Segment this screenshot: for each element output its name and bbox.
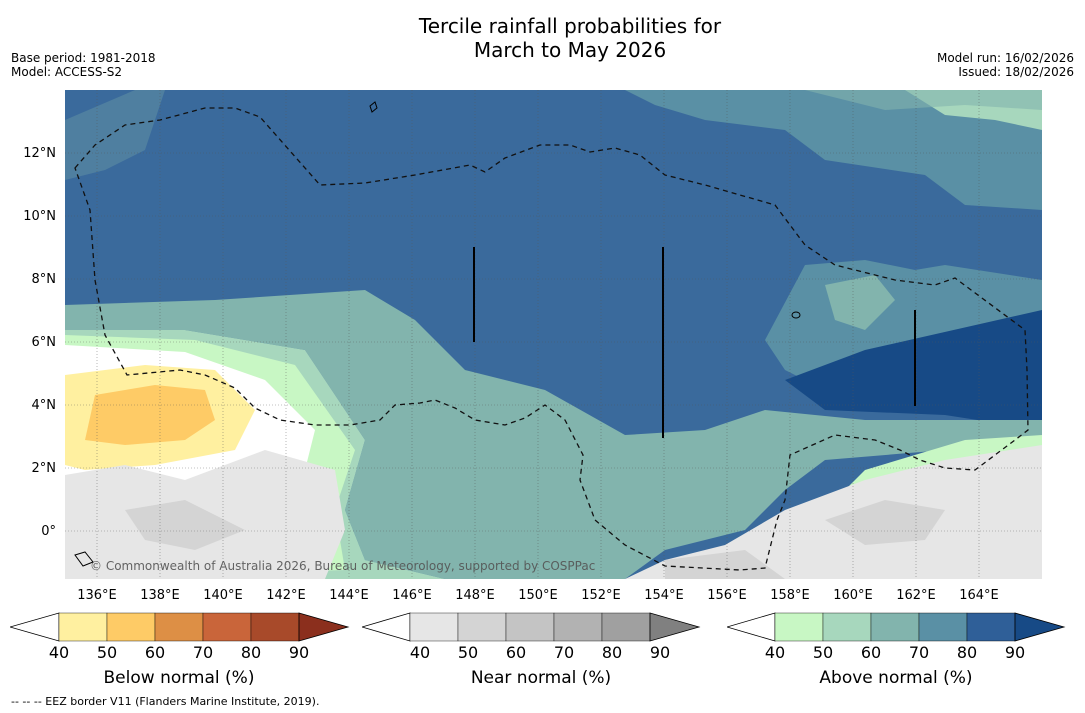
colorbar-tick: 40 bbox=[764, 643, 786, 662]
lat-label: 12°N bbox=[23, 146, 56, 161]
lat-label: 10°N bbox=[23, 209, 56, 224]
forecast-map bbox=[65, 90, 1042, 579]
model-run: Model run: 16/02/2026 bbox=[936, 51, 1074, 65]
colorbar-tick: 50 bbox=[457, 643, 479, 662]
colorbar-title-near: Near normal (%) bbox=[470, 668, 612, 688]
colorbar-swatch bbox=[822, 612, 872, 642]
title-line-1: Tercile rainfall probabilities for bbox=[418, 14, 722, 38]
lat-label: 6°N bbox=[31, 335, 57, 350]
colorbar-near-graphic bbox=[360, 612, 701, 642]
colorbar-swatch bbox=[106, 612, 156, 642]
region-near-50-s bbox=[665, 550, 785, 579]
colorbar-swatch bbox=[966, 612, 1016, 642]
colorbar-arrow bbox=[1014, 612, 1066, 642]
colorbar-tick: 60 bbox=[505, 643, 527, 662]
copyright-text: © Commonwealth of Australia 2026, Bureau… bbox=[90, 559, 596, 573]
region-above-90-east bbox=[785, 310, 1042, 430]
eez-border bbox=[74, 107, 1029, 571]
island-outline bbox=[791, 311, 801, 319]
colorbar-tick: 60 bbox=[860, 643, 882, 662]
colorbar-tick: 50 bbox=[96, 643, 118, 662]
colorbar-tick: 70 bbox=[908, 643, 930, 662]
lon-label: 162°E bbox=[896, 588, 936, 603]
colorbar-swatch bbox=[457, 612, 507, 642]
lon-label: 156°E bbox=[707, 588, 747, 603]
island-outline bbox=[74, 551, 94, 567]
colorbar-below-graphic bbox=[8, 612, 350, 642]
colorbar-swatch bbox=[553, 612, 603, 642]
lon-label: 136°E bbox=[77, 588, 117, 603]
model-name: Model: ACCESS-S2 bbox=[11, 65, 123, 79]
colorbar-swatch bbox=[58, 612, 108, 642]
lat-label: 2°N bbox=[31, 461, 57, 476]
region-near-40-se bbox=[625, 445, 1042, 579]
colorbar-tick: 40 bbox=[48, 643, 70, 662]
colorbar-swatch bbox=[409, 612, 459, 642]
map-title: Tercile rainfall probabilities for March… bbox=[0, 14, 1085, 62]
base-period: Base period: 1981-2018 bbox=[11, 51, 156, 65]
colorbar-swatch bbox=[774, 612, 824, 642]
lon-label: 144°E bbox=[329, 588, 369, 603]
lat-label: 8°N bbox=[31, 272, 57, 287]
lon-label: 150°E bbox=[518, 588, 558, 603]
island-outline bbox=[369, 101, 378, 113]
colorbar-arrow bbox=[649, 612, 701, 642]
colorbar-above-graphic bbox=[725, 612, 1066, 642]
colorbar-arrow bbox=[298, 612, 350, 642]
meta-left: Base period: 1981-2018 Model: ACCESS-S2 bbox=[11, 51, 156, 79]
region-above-70-nw bbox=[65, 90, 165, 180]
colorbar-swatch bbox=[505, 612, 555, 642]
issued-date: Issued: 18/02/2026 bbox=[958, 65, 1074, 79]
colorbar-tick: 50 bbox=[812, 643, 834, 662]
lon-label: 138°E bbox=[140, 588, 180, 603]
lat-label: 4°N bbox=[31, 398, 57, 413]
region-above-70-north bbox=[625, 90, 1042, 210]
region-below-50 bbox=[85, 385, 215, 445]
map-panel bbox=[65, 90, 1042, 579]
meta-right: Model run: 16/02/2026 Issued: 18/02/2026 bbox=[937, 51, 1074, 79]
colorbar-title-below: Below normal (%) bbox=[103, 668, 255, 688]
colorbar-tick: 90 bbox=[649, 643, 671, 662]
map-gridlines bbox=[65, 90, 1042, 579]
region-above-60-south bbox=[65, 290, 1042, 579]
lat-label: 0° bbox=[41, 524, 56, 539]
lon-label: 164°E bbox=[959, 588, 999, 603]
colorbar-tick: 60 bbox=[144, 643, 166, 662]
colorbar-swatch bbox=[154, 612, 204, 642]
lon-label: 158°E bbox=[770, 588, 810, 603]
colorbar-below-normal bbox=[8, 612, 350, 644]
colorbar-tick: 90 bbox=[288, 643, 310, 662]
colorbar-swatch bbox=[202, 612, 252, 642]
lon-label: 154°E bbox=[644, 588, 684, 603]
lon-label: 152°E bbox=[581, 588, 621, 603]
eez-footnote: -- -- -- EEZ border V11 (Flanders Marine… bbox=[11, 695, 320, 708]
colorbar-swatch bbox=[870, 612, 920, 642]
colorbar-tick: 80 bbox=[240, 643, 262, 662]
region-above-60-east bbox=[825, 275, 895, 330]
colorbar-above-normal bbox=[725, 612, 1072, 644]
colorbar-tick: 70 bbox=[553, 643, 575, 662]
colorbar-title-above: Above normal (%) bbox=[819, 668, 973, 688]
region-near-50-se bbox=[825, 500, 945, 545]
title-line-2: March to May 2026 bbox=[473, 38, 667, 62]
colorbar-swatch bbox=[250, 612, 300, 642]
lon-label: 148°E bbox=[455, 588, 495, 603]
colorbar-near-normal bbox=[360, 612, 712, 644]
colorbar-tick: 80 bbox=[956, 643, 978, 662]
colorbar-swatch bbox=[918, 612, 968, 642]
colorbar-tick: 70 bbox=[192, 643, 214, 662]
lon-label: 142°E bbox=[266, 588, 306, 603]
lon-label: 160°E bbox=[833, 588, 873, 603]
lon-label: 140°E bbox=[203, 588, 243, 603]
colorbar-swatch bbox=[601, 612, 651, 642]
colorbar-tick: 90 bbox=[1004, 643, 1026, 662]
lon-label: 146°E bbox=[392, 588, 432, 603]
region-near-50-sw bbox=[125, 500, 245, 550]
colorbar-tick: 80 bbox=[601, 643, 623, 662]
colorbar-tick: 40 bbox=[409, 643, 431, 662]
region-above-60-north bbox=[805, 90, 1042, 110]
